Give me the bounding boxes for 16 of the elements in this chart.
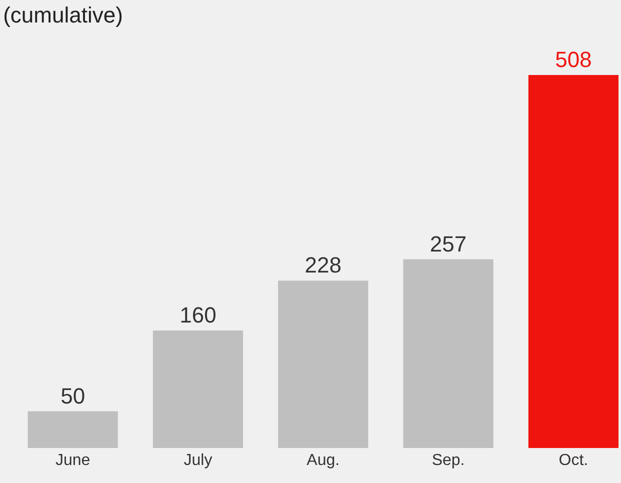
data-label: 50 xyxy=(60,383,86,408)
data-label: 228 xyxy=(304,252,342,278)
data-label: 160 xyxy=(180,302,216,328)
bar xyxy=(528,75,618,448)
bar xyxy=(403,259,494,448)
x-tick-label: June xyxy=(55,452,90,469)
x-tick-label: July xyxy=(184,452,212,469)
bar xyxy=(152,330,244,448)
bar xyxy=(28,411,118,448)
x-tick-label: Sep. xyxy=(432,452,465,469)
x-tick-label: Aug. xyxy=(306,452,340,469)
data-label: 257 xyxy=(430,231,467,256)
x-tick-label: Oct. xyxy=(558,452,588,469)
chart-title: (cumulative) xyxy=(3,2,123,28)
bar xyxy=(278,280,368,448)
data-label: 508 xyxy=(555,47,592,72)
